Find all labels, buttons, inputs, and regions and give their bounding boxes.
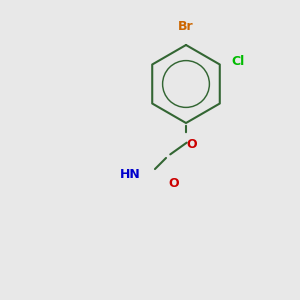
Text: Br: Br [178, 20, 194, 33]
Text: O: O [168, 177, 178, 190]
Text: Cl: Cl [232, 55, 245, 68]
Text: HN: HN [120, 167, 141, 181]
Text: O: O [187, 138, 197, 151]
